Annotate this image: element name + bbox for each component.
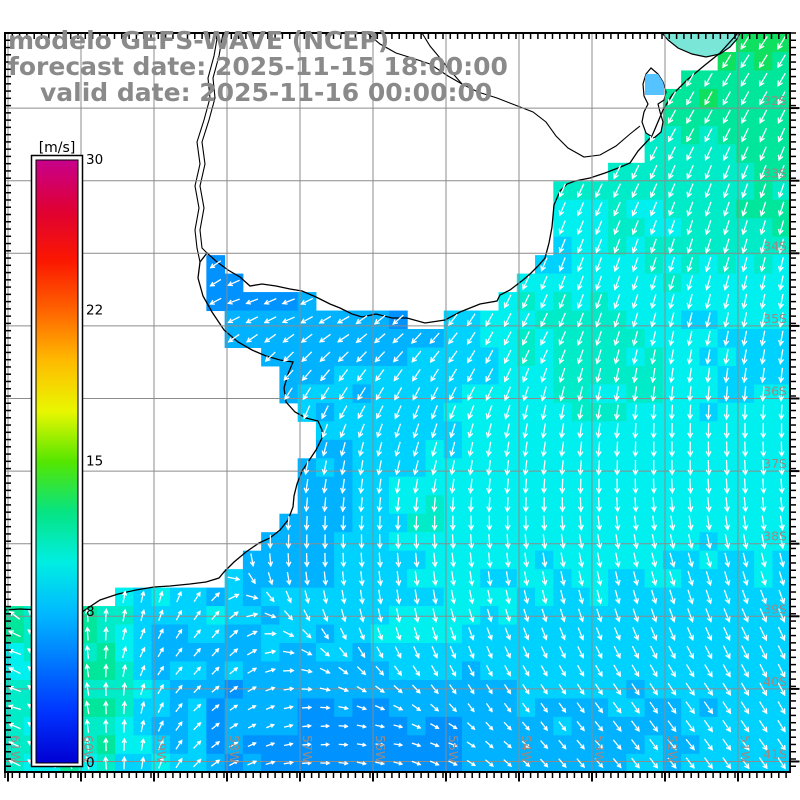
map-inner (5, 33, 790, 772)
lat-label: 39S (763, 601, 787, 616)
valid-date-label: valid date: 2025-11-16 00:00:00 (40, 78, 493, 107)
rivers (194, 33, 641, 263)
lat-label: 38S (763, 529, 787, 544)
lon-label: 55W (446, 735, 461, 763)
colorbar: [m/s] 30 22 15 8 0 (30, 140, 103, 771)
colorbar-tick-label: 22 (86, 303, 103, 319)
lon-label: 59W (154, 735, 169, 763)
lat-label: 41S (763, 747, 787, 762)
forecast-date-label: forecast date: 2025-11-15 18:00:00 (8, 52, 508, 81)
colorbar-tick-label: 15 (86, 453, 103, 469)
wave-direction-arrows (7, 35, 787, 770)
axis-labels: 32S 33S 34S 35S 36S 37S 38S 39S 40S 41S 61W 60W 59W 5… (8, 93, 787, 763)
lon-label: 53W (592, 735, 607, 763)
lon-label: 57W (300, 735, 315, 763)
colorbar-tick-label: 8 (86, 604, 95, 620)
model-title: modelo GEFS-WAVE (NCEP) (8, 26, 390, 55)
lat-label: 34S (763, 238, 787, 253)
lon-label: 60W (81, 735, 96, 763)
lon-label: 52W (665, 735, 680, 763)
lon-label: 54W (519, 735, 534, 763)
map-frame (4, 32, 800, 782)
lat-label: 37S (763, 456, 787, 471)
lat-label: 35S (763, 311, 787, 326)
lat-label: 36S (763, 384, 787, 399)
colorbar-unit-label: [m/s] (39, 140, 76, 156)
lon-label: 51W (738, 735, 753, 763)
lon-label: 61W (8, 735, 23, 763)
lat-label: 40S (763, 674, 787, 689)
lat-label: 32S (763, 93, 787, 108)
lon-label: 56W (373, 735, 388, 763)
lat-label: 33S (763, 166, 787, 181)
colorbar-tick-label: 0 (86, 755, 95, 771)
lon-label: 58W (227, 735, 242, 763)
coastline (5, 33, 739, 613)
colorbar-tick-label: 30 (86, 152, 103, 168)
